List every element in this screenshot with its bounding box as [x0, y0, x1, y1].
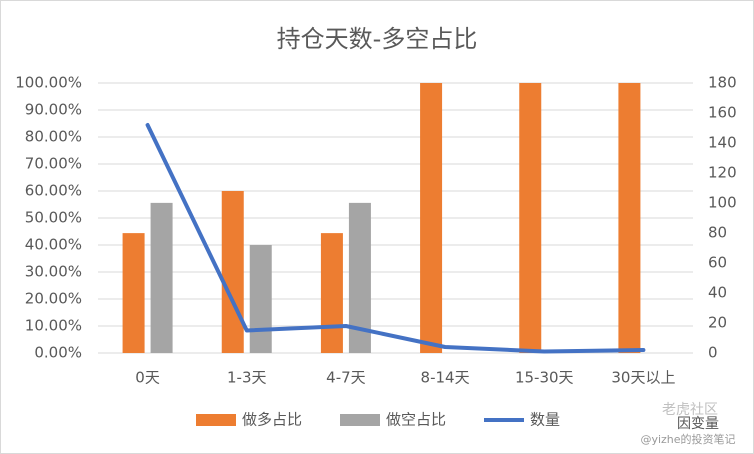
bar — [249, 245, 272, 353]
legend-label: 做空占比 — [386, 411, 446, 429]
line — [145, 123, 646, 354]
legend-swatch — [196, 414, 236, 426]
x-tick-label: 1-3天 — [227, 369, 267, 387]
y-tick-label: 20.00% — [25, 290, 82, 308]
y2-tick-label: 120 — [708, 164, 737, 182]
legend-swatch — [340, 414, 380, 426]
bar — [221, 191, 244, 353]
y2-tick-label: 80 — [708, 224, 727, 242]
y2-tick-label: 180 — [708, 74, 737, 92]
x-tick-label: 8-14天 — [421, 369, 470, 387]
watermark: @yizhe的投资笔记 — [640, 432, 735, 446]
bar — [320, 233, 343, 353]
chart-title: 持仓天数-多空占比 — [277, 25, 478, 53]
y2-tick-label: 60 — [708, 254, 727, 272]
bar — [618, 83, 641, 353]
bar — [348, 202, 371, 353]
y-tick-label: 100.00% — [15, 74, 82, 92]
bar — [519, 83, 542, 353]
x-tick-label: 4-7天 — [326, 369, 366, 387]
y-tick-label: 40.00% — [25, 236, 82, 254]
y-tick-label: 60.00% — [25, 182, 82, 200]
x-tick-label: 0天 — [135, 369, 160, 387]
y-tick-label: 90.00% — [25, 101, 82, 119]
y2-tick-label: 140 — [708, 134, 737, 152]
y2-tick-label: 160 — [708, 104, 737, 122]
legend-label: 数量 — [530, 411, 560, 429]
y2-tick-label: 0 — [708, 344, 718, 362]
y-tick-label: 10.00% — [25, 317, 82, 335]
x-tick-label: 30天以上 — [611, 369, 675, 387]
bar — [420, 83, 443, 353]
watermark: 老虎社区 — [662, 402, 718, 418]
legend-label: 做多占比 — [242, 411, 302, 429]
y2-tick-label: 20 — [708, 314, 727, 332]
y2-tick-label: 40 — [708, 284, 727, 302]
x-tick-label: 15-30天 — [515, 369, 574, 387]
y-tick-label: 50.00% — [25, 209, 82, 227]
bar — [122, 233, 145, 353]
watermark: 因变量 — [677, 416, 719, 432]
bar — [150, 202, 173, 353]
y-tick-label: 30.00% — [25, 263, 82, 281]
y2-tick-label: 100 — [708, 194, 737, 212]
y-tick-label: 0.00% — [34, 344, 82, 362]
y-tick-label: 70.00% — [25, 155, 82, 173]
y-tick-label: 80.00% — [25, 128, 82, 146]
